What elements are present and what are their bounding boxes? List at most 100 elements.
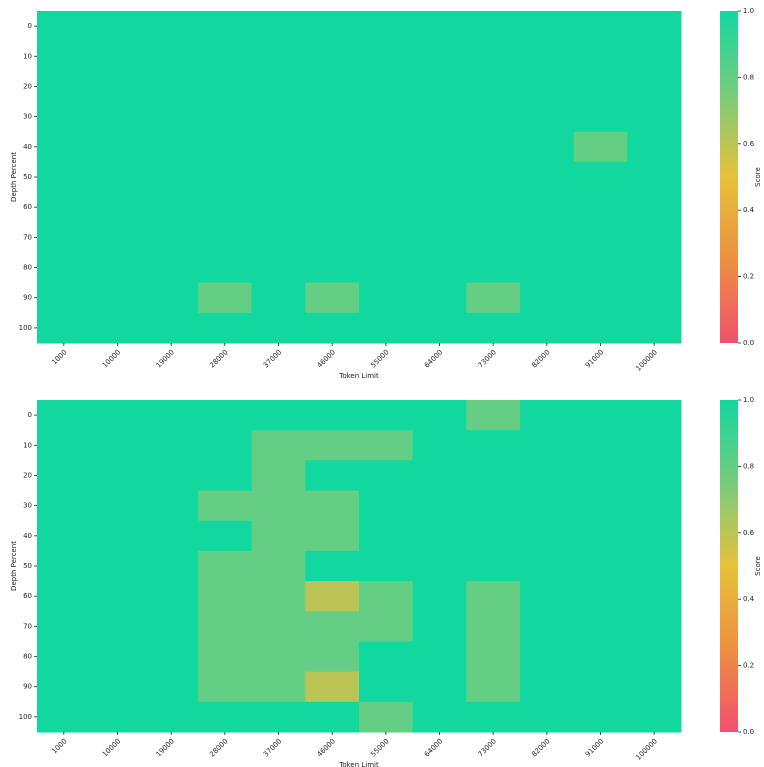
- cell: [466, 101, 521, 133]
- cell: [359, 282, 414, 314]
- cell: [627, 550, 682, 582]
- cell: [466, 400, 521, 431]
- y-tick-label: 40: [23, 143, 32, 151]
- y-axis-label: Depth Percent: [10, 152, 18, 202]
- y-tick-label: 90: [23, 294, 32, 302]
- cell: [466, 222, 521, 253]
- cell: [198, 611, 253, 642]
- cell: [359, 312, 414, 344]
- cell: [37, 430, 92, 461]
- x-tick-label: 82000: [530, 348, 551, 369]
- cell: [90, 192, 145, 223]
- cell: [466, 252, 521, 284]
- cell: [251, 161, 306, 193]
- cell: [90, 71, 145, 103]
- cell: [520, 252, 575, 284]
- cell: [305, 41, 360, 72]
- cell: [37, 701, 92, 733]
- cell: [37, 222, 92, 253]
- cell: [359, 701, 414, 733]
- cell: [198, 252, 253, 284]
- y-tick-label: 90: [23, 683, 32, 691]
- cell: [359, 222, 414, 253]
- cell: [251, 641, 306, 673]
- cell: [359, 41, 414, 72]
- cell: [37, 641, 92, 673]
- cell: [144, 101, 199, 133]
- cell: [359, 641, 414, 673]
- cell: [90, 520, 145, 552]
- cell: [198, 282, 253, 314]
- cell: [573, 460, 628, 492]
- cell: [305, 222, 360, 253]
- cell: [90, 490, 145, 522]
- cell: [627, 400, 682, 431]
- cell: [37, 41, 92, 72]
- cell: [627, 131, 682, 163]
- y-tick-label: 20: [23, 82, 32, 90]
- cell: [37, 282, 92, 314]
- cell: [144, 282, 199, 314]
- cell: [37, 490, 92, 522]
- heatmap: [37, 11, 682, 344]
- cell: [144, 671, 199, 703]
- y-tick-label: 70: [23, 622, 32, 630]
- cell: [305, 520, 360, 552]
- cell: [198, 41, 253, 72]
- cell: [627, 490, 682, 522]
- cell: [412, 520, 467, 552]
- cell: [573, 101, 628, 133]
- cell: [90, 430, 145, 461]
- cell: [37, 400, 92, 431]
- y-tick-label: 70: [23, 233, 32, 241]
- cell: [198, 71, 253, 103]
- cell: [251, 131, 306, 163]
- x-tick-label: 19000: [155, 737, 176, 758]
- cell: [144, 192, 199, 223]
- cell: [520, 520, 575, 552]
- x-tick-label: 91000: [584, 737, 605, 758]
- cell: [251, 520, 306, 552]
- y-tick-label: 100: [19, 324, 32, 332]
- cell: [520, 671, 575, 703]
- cell: [573, 550, 628, 582]
- cell: [627, 252, 682, 284]
- cell: [412, 131, 467, 163]
- cell: [359, 581, 414, 612]
- cell: [37, 520, 92, 552]
- cell: [305, 550, 360, 582]
- cell: [573, 701, 628, 733]
- cell: [520, 611, 575, 642]
- cell: [144, 400, 199, 431]
- cell: [520, 701, 575, 733]
- x-tick-label: 55000: [369, 737, 390, 758]
- cell: [198, 581, 253, 612]
- cell: [144, 71, 199, 103]
- cell: [251, 101, 306, 133]
- cell: [144, 312, 199, 344]
- cell: [359, 101, 414, 133]
- cell: [520, 490, 575, 522]
- y-tick-label: 0: [28, 411, 32, 419]
- cell: [90, 581, 145, 612]
- y-tick-label: 0: [28, 22, 32, 30]
- cell: [573, 430, 628, 461]
- cell: [412, 581, 467, 612]
- cell: [573, 41, 628, 72]
- cell: [412, 312, 467, 344]
- colorbar-tick-label: 1.0: [743, 396, 754, 404]
- cell: [37, 11, 92, 42]
- cell: [466, 641, 521, 673]
- x-tick-label: 10000: [101, 348, 122, 369]
- cell: [359, 490, 414, 522]
- cell: [198, 161, 253, 193]
- cell: [627, 222, 682, 253]
- x-tick-label: 82000: [530, 737, 551, 758]
- cell: [251, 11, 306, 42]
- cell: [520, 101, 575, 133]
- cell: [359, 671, 414, 703]
- colorbar-tick-label: 0.6: [743, 140, 755, 148]
- cell: [412, 192, 467, 223]
- cell: [37, 671, 92, 703]
- cell: [251, 252, 306, 284]
